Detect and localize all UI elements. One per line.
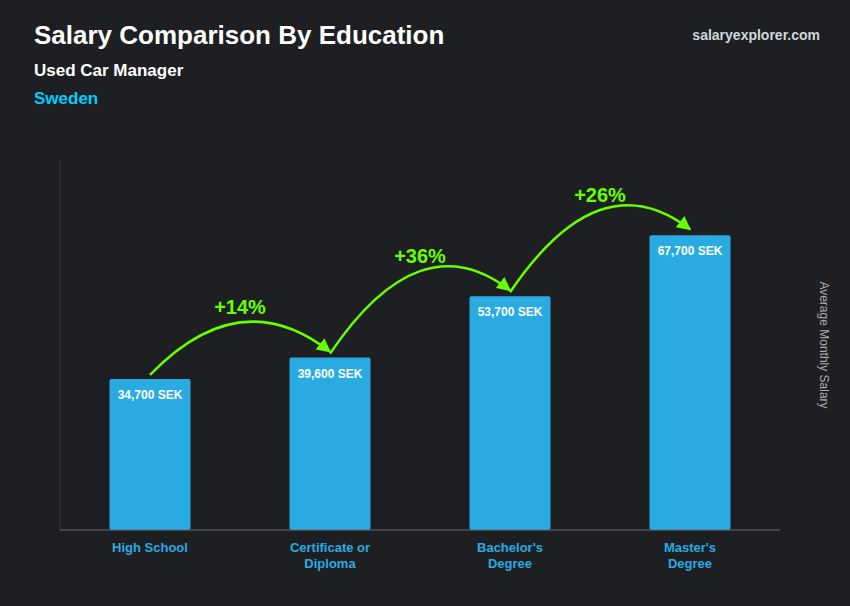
- x-tick-label-line: Degree: [668, 556, 712, 571]
- y-axis-line: [60, 160, 61, 530]
- background: [0, 0, 850, 606]
- change-arrow: [510, 205, 690, 292]
- annotation: Sweden: [34, 89, 98, 108]
- x-axis-line: [60, 530, 780, 531]
- x-tick-label: High School: [112, 540, 188, 555]
- data-label: 67,700 SEK: [658, 244, 723, 258]
- title: Salary Comparison By Education: [34, 20, 444, 50]
- bar: [110, 379, 191, 530]
- bars: [110, 235, 731, 530]
- x-tick-label: Certificate orDiploma: [290, 540, 370, 571]
- x-tick-label: Master'sDegree: [664, 540, 716, 571]
- change-arrow: [150, 322, 330, 375]
- annotation: salaryexplorer.com: [692, 27, 820, 43]
- x-tick-label-line: High School: [112, 540, 188, 555]
- x-tick-label-line: Degree: [488, 556, 532, 571]
- change-label: +26%: [574, 184, 626, 206]
- change-label: +36%: [394, 245, 446, 267]
- bar: [650, 235, 731, 530]
- change-arrow: [330, 266, 510, 353]
- x-tick-label-line: Bachelor's: [477, 540, 543, 555]
- x-tick-label: Bachelor'sDegree: [477, 540, 543, 571]
- bar: [290, 358, 371, 530]
- y-axis-label: Average Monthly Salary: [817, 281, 831, 408]
- x-tick-label-line: Diploma: [304, 556, 356, 571]
- data-label: 39,600 SEK: [298, 367, 363, 381]
- x-tick-label-line: Master's: [664, 540, 716, 555]
- chart: Salary Comparison By Education Used Car M…: [0, 0, 850, 606]
- data-label: 34,700 SEK: [118, 388, 183, 402]
- change-label: +14%: [214, 296, 266, 318]
- data-label: 53,700 SEK: [478, 305, 543, 319]
- subtitle: Used Car Manager: [34, 61, 184, 80]
- x-tick-label-line: Certificate or: [290, 540, 370, 555]
- bar: [470, 296, 551, 530]
